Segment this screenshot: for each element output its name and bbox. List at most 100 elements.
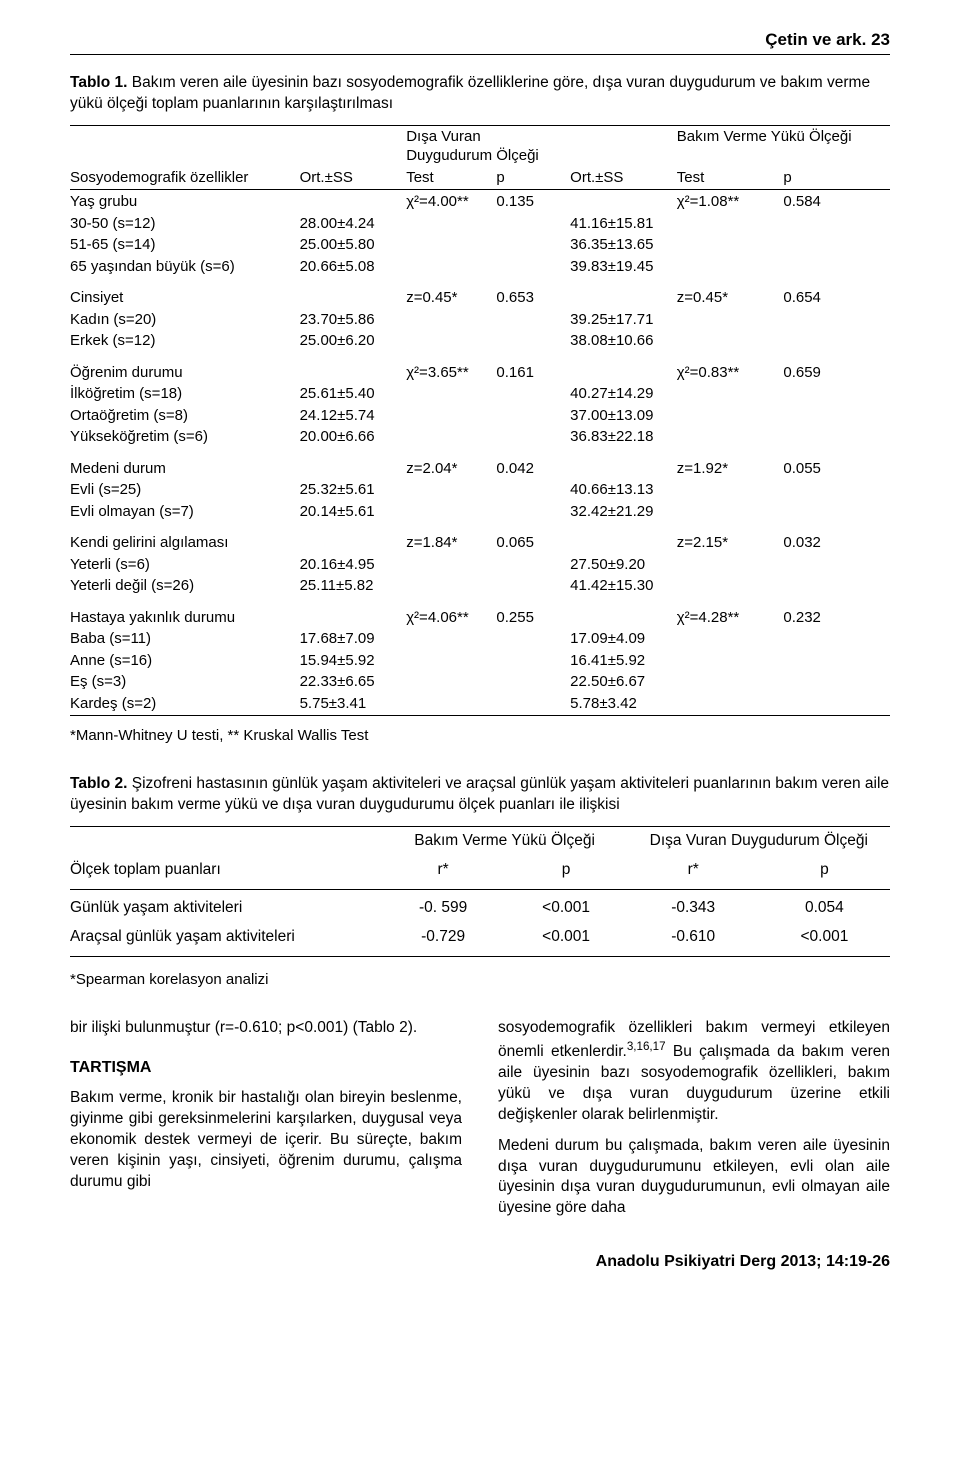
body-right-p1-sup: 3,16,17 — [627, 1040, 666, 1053]
running-head: Çetin ve ark. 23 — [70, 30, 890, 50]
table1-group-left: Dışa Vuran Duygudurum Ölçeği — [406, 126, 570, 167]
table1-col-p2: p — [783, 167, 890, 189]
table1-group-p1: 0.255 — [496, 607, 570, 629]
table1-group-test1: z=1.84* — [406, 532, 496, 554]
table1-col-p1: p — [496, 167, 570, 189]
table1-group-test1: χ²=4.06** — [406, 607, 496, 629]
table1-row-v2: 40.66±13.13 — [570, 479, 677, 501]
table1-row-label: Erkek (s=12) — [70, 330, 300, 352]
table1-col-test2: Test — [677, 167, 784, 189]
table1-data-row: Yeterli (s=6)20.16±4.9527.50±9.20 — [70, 554, 890, 576]
table1-header-row: Sosyodemografik özellikler Ort.±SS Test … — [70, 167, 890, 189]
table2-bottom-rule — [70, 956, 890, 957]
table1-data-row: Erkek (s=12)25.00±6.20 38.08±10.66 — [70, 330, 890, 352]
table2-col-r2: r* — [628, 856, 759, 885]
table2-row-r2: -0.610 — [628, 923, 759, 952]
tartisma-heading: TARTIŞMA — [70, 1057, 462, 1079]
table1-row-v1: 20.16±4.95 — [300, 554, 407, 576]
table1-row-v1: 25.00±6.20 — [300, 330, 407, 352]
table1-row-v1: 28.00±4.24 — [300, 213, 407, 235]
table1-group-row: Medeni durumz=2.04*0.042z=1.92*0.055 — [70, 458, 890, 480]
table1-data-row: 51-65 (s=14)25.00±5.8036.35±13.65 — [70, 234, 890, 256]
table1-data-row: 65 yaşından büyük (s=6)20.66±5.0839.83±1… — [70, 256, 890, 278]
table1-row-v2: 17.09±4.09 — [570, 628, 677, 650]
table1-row-v2: 27.50±9.20 — [570, 554, 677, 576]
table1-group-p2: 0.584 — [783, 191, 890, 213]
table1-row-v2: 5.78±3.42 — [570, 693, 677, 715]
table1-data-row: İlköğretim (s=18)25.61±5.4040.27±14.29 — [70, 383, 890, 405]
table1-group-test1: χ²=4.00** — [406, 191, 496, 213]
table1-group-name: Kendi gelirini algılaması — [70, 532, 300, 554]
table2-caption-text: Şizofreni hastasının günlük yaşam aktivi… — [70, 775, 889, 813]
table1-group-row: Kendi gelirini algılamasız=1.84*0.065z=2… — [70, 532, 890, 554]
table1-row-v1: 25.32±5.61 — [300, 479, 407, 501]
table2-group-row: Bakım Verme Yükü Ölçeği Dışa Vuran Duygu… — [70, 827, 890, 856]
table2-group-right: Dışa Vuran Duygudurum Ölçeği — [628, 827, 890, 856]
table1-row-label: 65 yaşından büyük (s=6) — [70, 256, 300, 278]
table1-row-v2: 22.50±6.67 — [570, 671, 677, 693]
table1-header-group-row: Dışa Vuran Duygudurum Ölçeği Bakım Verme… — [70, 126, 890, 167]
table1-col-test1: Test — [406, 167, 496, 189]
table1-group-row: Hastaya yakınlık durumuχ²=4.06**0.255χ²=… — [70, 607, 890, 629]
table1-row-label: Ortaöğretim (s=8) — [70, 405, 300, 427]
table1-row-v1: 15.94±5.92 — [300, 650, 407, 672]
table2-col-p2: p — [759, 856, 890, 885]
table1-row-label: Yeterli değil (s=26) — [70, 575, 300, 597]
table1-row-label: Anne (s=16) — [70, 650, 300, 672]
table1-header-rule — [70, 189, 890, 190]
table1-row-v2: 37.00±13.09 — [570, 405, 677, 427]
table1-row-label: Kardeş (s=2) — [70, 693, 300, 715]
table1-group-p1: 0.065 — [496, 532, 570, 554]
table1-data-row: Anne (s=16)15.94±5.9216.41±5.92 — [70, 650, 890, 672]
table1-group-p1: 0.161 — [496, 362, 570, 384]
table1-col-label: Sosyodemografik özellikler — [70, 167, 300, 189]
table1-row-v2: 32.42±21.29 — [570, 501, 677, 523]
table1-row-label: Kadın (s=20) — [70, 309, 300, 331]
table1-caption-label: Tablo 1. — [70, 74, 127, 91]
body-left-p1: bir ilişki bulunmuştur (r=-0.610; p<0.00… — [70, 1018, 462, 1039]
table1-group-test2: χ²=0.83** — [677, 362, 784, 384]
table1-row-v2: 36.35±13.65 — [570, 234, 677, 256]
table1-group-p1: 0.653 — [496, 287, 570, 309]
table1-row-v1: 20.14±5.61 — [300, 501, 407, 523]
table2-row-label: Günlük yaşam aktiviteleri — [70, 894, 382, 923]
journal-foot: Anadolu Psikiyatri Derg 2013; 14:19-26 — [70, 1253, 890, 1271]
table1-caption: Tablo 1. Bakım veren aile üyesinin bazı … — [70, 73, 890, 115]
table1-group-p2: 0.659 — [783, 362, 890, 384]
table2-header-rule — [70, 889, 890, 890]
table2-row-p1: <0.001 — [505, 894, 628, 923]
table1-group-name: Yaş grubu — [70, 191, 300, 213]
table1-group-p1: 0.042 — [496, 458, 570, 480]
table1-row-v2: 39.83±19.45 — [570, 256, 677, 278]
table1-row-v2: 41.16±15.81 — [570, 213, 677, 235]
table1-data-row: Yeterli değil (s=26)25.11±5.8241.42±15.3… — [70, 575, 890, 597]
table1-row-v1: 25.61±5.40 — [300, 383, 407, 405]
table2-row-r2: -0.343 — [628, 894, 759, 923]
running-rule — [70, 54, 890, 55]
table2-row-p1: <0.001 — [505, 923, 628, 952]
table2-row-p2: <0.001 — [759, 923, 890, 952]
table1-group-test1: z=2.04* — [406, 458, 496, 480]
table2-caption-label: Tablo 2. — [70, 775, 127, 792]
table2-row-p2: 0.054 — [759, 894, 890, 923]
body-right-p1: sosyodemografik özellikleri bakım vermey… — [498, 1018, 890, 1126]
table1-footnote: *Mann-Whitney U testi, ** Kruskal Wallis… — [70, 727, 890, 744]
table1-group-p2: 0.232 — [783, 607, 890, 629]
table1-group-p2: 0.654 — [783, 287, 890, 309]
table1-row-v2: 39.25±17.71 — [570, 309, 677, 331]
table2-data-row: Günlük yaşam aktiviteleri-0. 599<0.001-0… — [70, 894, 890, 923]
table2-row-r1: -0. 599 — [382, 894, 505, 923]
table2-col-p1: p — [505, 856, 628, 885]
table2: Bakım Verme Yükü Ölçeği Dışa Vuran Duygu… — [70, 827, 890, 961]
table1-group-name: Öğrenim durumu — [70, 362, 300, 384]
table1-group-p1: 0.135 — [496, 191, 570, 213]
table1-group-test2: z=0.45* — [677, 287, 784, 309]
table1-group-row: Yaş grubuχ²=4.00**0.135χ²=1.08**0.584 — [70, 191, 890, 213]
table1-row-label: Evli (s=25) — [70, 479, 300, 501]
table1-row-v2: 38.08±10.66 — [570, 330, 677, 352]
table1-row-label: Baba (s=11) — [70, 628, 300, 650]
table1-group-test1: z=0.45* — [406, 287, 496, 309]
table2-header-row: Ölçek toplam puanları r* p r* p — [70, 856, 890, 885]
body-left-p2: Bakım verme, kronik bir hastalığı olan b… — [70, 1088, 462, 1193]
table1-row-v1: 17.68±7.09 — [300, 628, 407, 650]
